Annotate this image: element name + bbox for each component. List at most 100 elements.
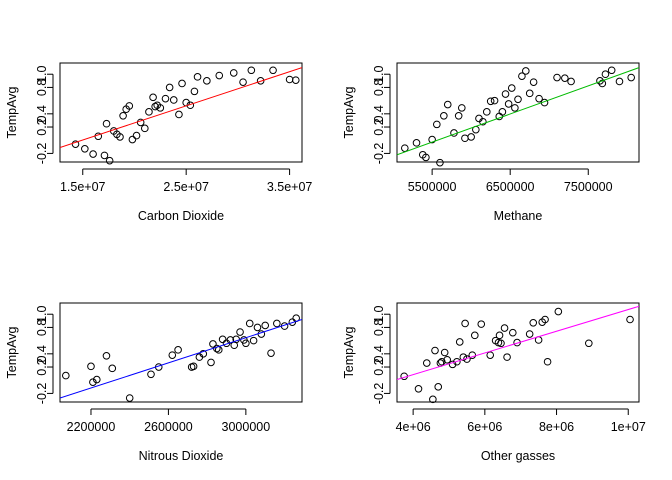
data-point [461,319,469,328]
data-point [71,140,80,148]
y-tick-label: 0.2 [35,358,49,375]
plot-frame [396,302,640,403]
data-point [498,108,507,116]
data-point [457,104,466,112]
data-point [92,375,101,384]
x-axis-title: Carbon Dioxide [138,209,224,223]
data-point [102,119,111,128]
data-point [490,96,499,105]
data-point [108,364,117,373]
y-tick-label: 0.8 [35,319,49,336]
data-point [203,77,211,85]
data-point [431,346,439,355]
plot-frame [396,62,640,163]
panel-nitrous-dioxide: 2200000 2600000 3000000 -0.2 0.20.4 0.81.0 Nit… [5,302,303,463]
data-point [503,353,511,361]
x-axis-title: Nitrous Dioxide [139,449,224,463]
data-point [81,145,89,153]
data-point [215,71,224,80]
y-tick-label: -0.2 [372,143,386,165]
x-axis-title: Other gasses [481,449,555,463]
data-point [479,117,487,126]
data-point [497,339,505,348]
data-point [209,340,217,348]
data-point [440,348,449,357]
data-point [128,135,137,144]
data-point [525,89,534,98]
x-tick-label: 2200000 [67,420,116,434]
data-point [256,77,265,85]
data-point [436,158,444,167]
y-tick-label: 0.4 [372,105,386,122]
y-axis-title: TempAvg [342,87,356,139]
data-point [288,318,297,326]
data-point [467,133,475,141]
data-point [504,100,513,108]
data-point [253,323,262,332]
plot-frame [59,62,303,163]
data-point [174,346,182,354]
data-point [199,350,208,358]
y-tick-label: 0.4 [372,345,386,362]
data-point [585,339,593,348]
data-point [145,108,153,116]
data-point [486,97,495,106]
data-point [105,156,114,165]
data-point [161,94,170,103]
data-point [601,70,610,79]
data-point [443,355,451,364]
y-axis-title: TempAvg [5,327,19,379]
data-point [169,96,178,104]
panel-other-gasses: 4e+06 6e+06 8e+06 1e+07 -0.2 0.20.4 0.81.0 Othe… [342,302,646,463]
data-point [486,351,495,359]
y-tick-label: 0.2 [372,118,386,135]
data-point [422,359,431,367]
data-point [218,335,227,344]
y-tick-label: 0.8 [372,319,386,336]
data-point [434,383,443,391]
data-point [529,78,538,86]
y-tick-label: 0.4 [35,345,49,362]
data-point [529,319,538,327]
y-tick-label: 0.8 [35,79,49,96]
data-point [598,79,607,88]
data-point [428,135,436,144]
x-tick-label: 1e+07 [611,420,646,434]
y-axis-title: TempAvg [5,87,19,139]
data-point [242,339,250,348]
data-point [119,112,127,120]
data-point [149,93,157,102]
data-point [461,134,469,143]
data-point [267,349,275,357]
y-tick-label: 1.0 [35,305,49,322]
data-point [156,104,165,112]
data-point [518,72,526,80]
y-tick-label: 1.0 [372,305,386,322]
x-tick-label: 2.5e+07 [163,180,209,194]
x-tick-label: 5500000 [408,180,457,194]
data-point [615,77,624,86]
x-tick-label: 7500000 [564,180,613,194]
y-tick-label: 1.0 [372,65,386,82]
data-point [541,315,549,324]
data-point [125,102,134,110]
x-tick-label: 3000000 [222,420,271,434]
data-point [453,357,461,366]
data-point [468,351,477,359]
data-point [535,94,543,103]
x-tick-label: 6500000 [486,180,535,194]
data-point [433,120,441,129]
data-point [151,102,159,111]
data-point [141,124,149,133]
data-point [522,67,530,75]
data-point [470,331,479,340]
data-point [443,100,452,109]
panel-methane: 5500000 6500000 7500000 -0.2 0.20.4 0.81.0 Met… [342,62,640,223]
y-tick-label: 0.2 [372,358,386,375]
data-point [261,321,270,330]
data-point [178,79,186,88]
data-point [273,319,281,328]
data-point [87,362,95,371]
data-point [229,69,238,77]
